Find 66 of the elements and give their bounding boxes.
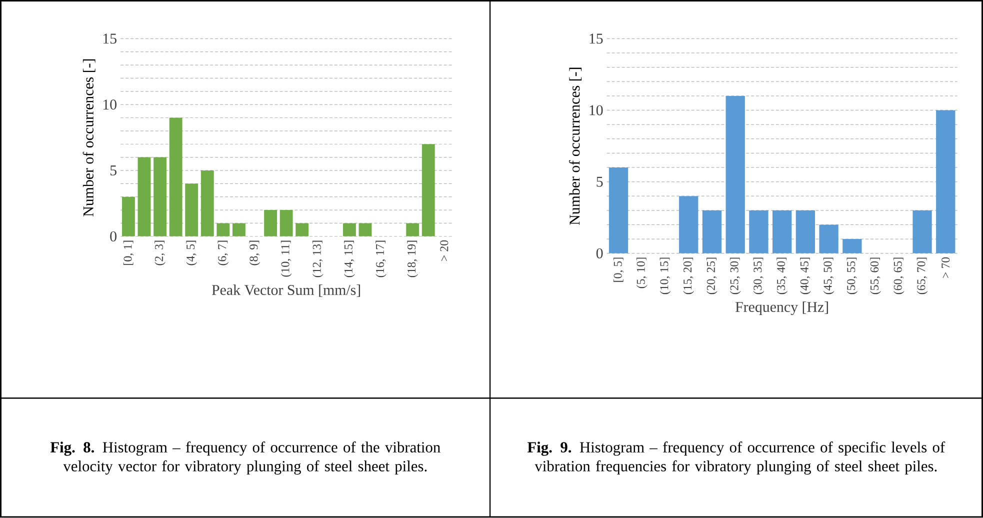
x-tick-label: (6, 7]: [218, 240, 229, 266]
text: Fig. 9. Histogram – frequency of occurrence of specific levels of vibration frequencies for vibratory plunging of steel sheet piles.: [527, 442, 946, 475]
text: Fig. 8. Histogram – frequency of occurrence of the vibration velocity vector for vibratory plunging of steel sheet piles.: [50, 442, 440, 475]
x-tick-label: > 20: [440, 240, 448, 262]
x-tick-label: (30, 35]: [753, 258, 764, 294]
bar: [912, 210, 932, 254]
bar: [216, 223, 230, 237]
bar: [232, 223, 246, 237]
x-tick-label: (16, 17]: [376, 240, 386, 278]
x-tick-label: > 70: [942, 257, 950, 278]
bar: [819, 224, 838, 254]
x-tick-label: (12, 13]: [312, 240, 324, 278]
x-tick-label: (10, 11]: [280, 240, 292, 277]
bar: [342, 223, 356, 237]
y-axis-title: Number of occurrences [-]: [569, 68, 582, 226]
x-tick-label: (2, 3]: [154, 240, 166, 266]
bar: [296, 223, 309, 237]
x-tick-label: (55, 60]: [870, 258, 881, 294]
x-tick-label: (50, 55]: [846, 258, 858, 294]
x-tick-label: (35, 40]: [776, 258, 788, 294]
x-tick-label: (15, 20]: [683, 258, 694, 294]
bar: [406, 223, 420, 237]
bar: [185, 184, 198, 237]
x-tick-label: (65, 70]: [916, 258, 928, 294]
x-tick-label: [0, 5]: [613, 258, 624, 282]
bar: [169, 118, 182, 237]
bar: [772, 210, 792, 254]
bar: [702, 210, 722, 254]
bar: [264, 210, 278, 237]
bar: [842, 239, 862, 254]
bar: [422, 144, 435, 237]
x-tick-label: (60, 65]: [893, 258, 904, 294]
bar: [154, 157, 167, 237]
x-axis-title: Frequency [Hz]: [735, 302, 828, 316]
y-axis-title: Number of occurrences [-]: [82, 59, 96, 217]
x-tick-label: (4, 5]: [186, 240, 198, 266]
y-tick-label: 5: [110, 166, 116, 176]
bar: [122, 196, 135, 237]
bar: [138, 157, 151, 237]
y-tick-label: 15: [103, 34, 116, 44]
x-axis-title: Peak Vector Sum [mm/s]: [212, 284, 360, 298]
x-tick-label: (10, 15]: [660, 258, 671, 294]
bar: [358, 223, 372, 237]
bar: [679, 196, 698, 254]
x-tick-label: [0, 1]: [123, 240, 134, 265]
x-tick-label: (18, 19]: [407, 240, 418, 278]
y-tick-label: 10: [590, 105, 603, 116]
y-tick-label: 15: [590, 34, 603, 44]
y-tick-label: 10: [103, 100, 116, 110]
bar: [796, 210, 816, 254]
x-tick-label: (40, 45]: [800, 258, 811, 294]
bar: [608, 168, 628, 254]
y-tick-label: 0: [110, 231, 116, 242]
bar: [726, 96, 745, 254]
y-tick-label: 0: [596, 248, 603, 259]
y-tick-label: 5: [596, 176, 603, 187]
x-tick-label: (45, 50]: [823, 258, 834, 294]
x-tick-label: (14, 15]: [344, 240, 355, 278]
x-tick-label: (5, 10]: [636, 258, 648, 288]
bar: [749, 210, 768, 254]
bar: [280, 210, 293, 237]
x-tick-label: (25, 30]: [730, 258, 741, 294]
bar: [936, 110, 956, 254]
x-tick-label: (20, 25]: [706, 258, 718, 294]
x-tick-label: (8, 9]: [249, 240, 260, 266]
bar: [200, 170, 214, 237]
